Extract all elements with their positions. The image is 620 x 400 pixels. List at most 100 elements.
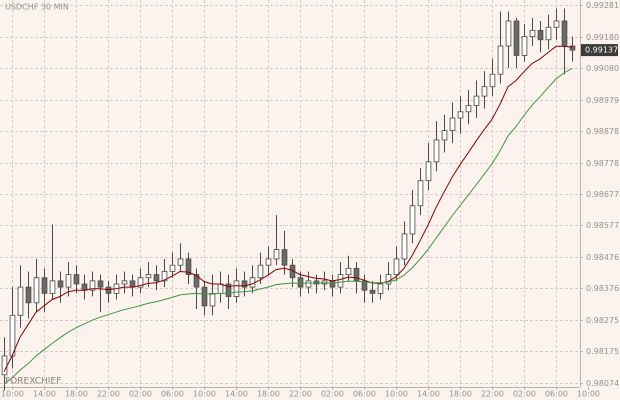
candle-body (137, 277, 144, 288)
candle-body (73, 274, 80, 285)
candle-body (225, 283, 232, 297)
candle-body (33, 277, 40, 304)
candle-body (489, 73, 496, 88)
y-tick-label: 0.98878 (586, 127, 619, 136)
candle-body (233, 280, 240, 297)
candle-body (41, 277, 48, 294)
x-tick-label: 14:00 (225, 390, 248, 399)
x-tick-label: 14:00 (33, 390, 56, 399)
candle-body (345, 267, 352, 275)
x-tick-label: 06:00 (353, 390, 376, 399)
candle-body (513, 20, 520, 56)
y-tick-label: 0.99281 (586, 1, 619, 10)
candle-body (209, 292, 216, 307)
candle-body (353, 267, 360, 282)
y-tick-label: 0.99080 (586, 64, 619, 73)
x-tick-label: 02:00 (321, 390, 344, 399)
x-tick-label: 22:00 (481, 390, 504, 399)
candle-body (161, 271, 168, 282)
y-tick-label: 0.98778 (586, 159, 619, 168)
last-price-box (581, 44, 618, 57)
candle-body (369, 289, 376, 294)
candle-body (537, 29, 544, 41)
candle-body (273, 249, 280, 260)
y-tick-label: 0.98175 (586, 347, 619, 356)
y-tick-label: 0.99180 (586, 33, 619, 42)
candle-body (529, 29, 536, 38)
last-price-label: 0.99137 (585, 46, 618, 55)
candle-body (417, 180, 424, 207)
candle-body (505, 20, 512, 47)
y-tick-label: 0.98677 (586, 190, 619, 199)
y-tick-label: 0.98074 (586, 379, 619, 388)
x-tick-label: 18:00 (449, 390, 472, 399)
x-tick-label: 18:00 (65, 390, 88, 399)
candle-body (457, 111, 464, 119)
moving-average (3, 67, 573, 385)
candle-body (569, 45, 576, 51)
candle-body (25, 286, 32, 304)
x-tick-label: 02:00 (513, 390, 536, 399)
x-tick-label: 10:00 (193, 390, 216, 399)
y-tick-label: 0.98577 (586, 221, 619, 230)
candle-body (121, 280, 128, 285)
x-tick-label: 10:00 (385, 390, 408, 399)
watermark: FOREXCHIEF (5, 377, 61, 387)
candle-body (409, 205, 416, 235)
candle-body (297, 277, 304, 288)
candle-body (97, 280, 104, 288)
moving-average (3, 45, 573, 372)
candle-body (433, 139, 440, 163)
x-tick-label: 10:00 (1, 390, 24, 399)
y-tick-label: 0.98275 (586, 316, 619, 325)
candle-body (201, 286, 208, 307)
candle-body (169, 264, 176, 272)
candle-body (57, 280, 64, 288)
candle-body (49, 280, 56, 294)
candle-body (153, 274, 160, 282)
x-tick-label: 06:00 (545, 390, 568, 399)
y-tick-label: 0.98979 (586, 96, 619, 105)
candle-body (89, 280, 96, 291)
x-tick-label: 14:00 (417, 390, 440, 399)
y-tick-label: 0.98476 (586, 253, 619, 262)
candle-body (105, 286, 112, 294)
candle-body (177, 258, 184, 266)
candle-body (521, 36, 528, 56)
candle-body (329, 280, 336, 288)
candle-body (241, 280, 248, 288)
candle-body (185, 258, 192, 275)
candle-body (481, 86, 488, 97)
grid (0, 0, 589, 390)
candle-body (561, 20, 568, 47)
chart-title: USDCHF 30 MIN (5, 3, 69, 12)
candle-body (145, 274, 152, 279)
x-tick-label: 02:00 (129, 390, 152, 399)
candle-body (281, 249, 288, 266)
candle-body (497, 45, 504, 75)
candle-body (337, 274, 344, 288)
candle-body (65, 274, 72, 288)
x-tick-label: 06:00 (161, 390, 184, 399)
candle-body (129, 280, 136, 288)
plot (1, 8, 576, 391)
candle-body (473, 95, 480, 106)
candle-body (193, 274, 200, 288)
candle-body (305, 280, 312, 288)
candle-body (257, 264, 264, 279)
candle-body (393, 258, 400, 275)
candle-body (425, 161, 432, 182)
candle-body (553, 20, 560, 28)
x-tick-label: 10:00 (577, 390, 600, 399)
candle-body (449, 117, 456, 131)
candle-body (217, 283, 224, 294)
candle-body (265, 258, 272, 266)
candle-body (545, 26, 552, 41)
y-tick-label: 0.98376 (586, 284, 619, 293)
candle-body (465, 105, 472, 113)
candle-body (17, 286, 24, 316)
candle-body (1, 355, 8, 376)
